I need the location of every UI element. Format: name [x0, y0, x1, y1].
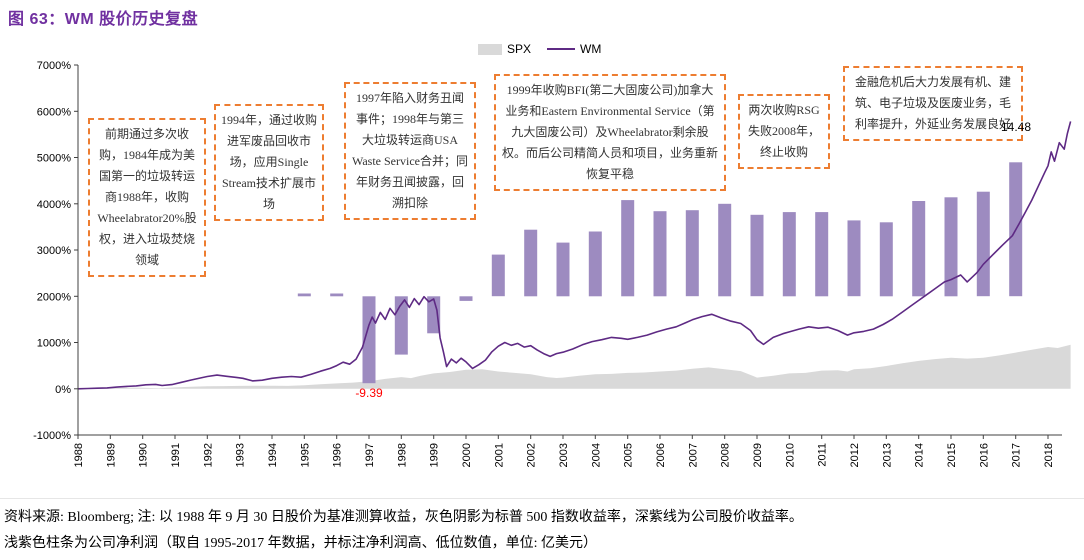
svg-text:1988: 1988	[73, 443, 85, 467]
chart-legend: SPX WM	[478, 42, 601, 56]
svg-text:2006: 2006	[655, 443, 667, 467]
bar-label-1997-low: -9.39	[355, 386, 383, 400]
svg-text:2002: 2002	[526, 443, 538, 467]
svg-text:1994: 1994	[267, 443, 279, 467]
svg-text:3000%: 3000%	[37, 245, 71, 257]
svg-text:1000%: 1000%	[37, 338, 71, 350]
source-note: 资料来源: Bloomberg; 注: 以 1988 年 9 月 30 日股价为…	[0, 498, 1084, 557]
svg-text:1997: 1997	[364, 443, 376, 467]
svg-text:5000%: 5000%	[37, 153, 71, 165]
svg-text:2013: 2013	[881, 443, 893, 467]
svg-text:1992: 1992	[202, 443, 214, 467]
svg-text:2017: 2017	[1011, 443, 1023, 467]
svg-text:2000%: 2000%	[37, 291, 71, 303]
svg-text:2009: 2009	[752, 443, 764, 467]
svg-text:1995: 1995	[299, 443, 311, 467]
svg-text:1990: 1990	[138, 443, 150, 467]
svg-text:2001: 2001	[493, 443, 505, 467]
svg-text:2015: 2015	[946, 443, 958, 467]
svg-text:2005: 2005	[623, 443, 635, 467]
annotation-box-1997-scandal: 1997年陷入财务丑闻事件；1998年与第三大垃圾转运商USA Waste Se…	[344, 82, 476, 220]
svg-text:2000: 2000	[461, 443, 473, 467]
svg-text:2014: 2014	[914, 443, 926, 467]
svg-text:2008: 2008	[720, 443, 732, 467]
source-note-line2: 浅紫色柱条为公司净利润（取自 1995-2017 年数据，并标注净利润高、低位数…	[4, 536, 598, 551]
source-note-line1: 资料来源: Bloomberg; 注: 以 1988 年 9 月 30 日股价为…	[4, 510, 803, 525]
svg-text:2016: 2016	[978, 443, 990, 467]
spx-legend-label: SPX	[507, 42, 532, 56]
wm-line-swatch-icon	[547, 48, 576, 50]
spx-area-swatch-icon	[478, 43, 502, 55]
svg-text:1991: 1991	[170, 443, 182, 467]
svg-text:-1000%: -1000%	[33, 430, 71, 442]
bar-label-2017-high: 14.48	[1000, 120, 1032, 134]
svg-text:1993: 1993	[235, 443, 247, 467]
svg-text:4000%: 4000%	[37, 199, 71, 211]
annotation-box-post-crisis: 金融危机后大力发展有机、建筑、电子垃圾及医废业务，毛利率提升，外延业务发展良好	[843, 66, 1023, 141]
svg-text:2018: 2018	[1043, 443, 1055, 467]
chart-area: -1000% 0% 1000% 2000% 3000% 4000% 5000% 6000% 70…	[0, 30, 1084, 498]
svg-text:2011: 2011	[817, 443, 829, 467]
svg-text:1998: 1998	[396, 443, 408, 467]
svg-text:2004: 2004	[590, 443, 602, 467]
annotation-box-1999-bfi: 1999年收购BFI(第二大固废公司)加拿大业务和Eastern Environ…	[494, 74, 726, 191]
annotation-box-rsg-failure: 两次收购RSG失败2008年，终止收购	[738, 94, 830, 169]
wm-legend-label: WM	[580, 42, 602, 56]
svg-text:1989: 1989	[105, 443, 117, 467]
svg-text:2012: 2012	[849, 443, 861, 467]
svg-text:2003: 2003	[558, 443, 570, 467]
svg-text:2010: 2010	[784, 443, 796, 467]
svg-text:7000%: 7000%	[37, 60, 71, 72]
svg-text:2007: 2007	[687, 443, 699, 467]
annotation-box-1994-recycling: 1994年，通过收购进军废品回收市场，应用Single Stream技术扩展市场	[214, 104, 324, 221]
svg-text:1999: 1999	[429, 443, 441, 467]
chart-svg: -1000% 0% 1000% 2000% 3000% 4000% 5000% 6000% 70…	[33, 60, 1072, 467]
svg-text:1996: 1996	[332, 443, 344, 467]
svg-text:0%: 0%	[55, 384, 71, 396]
page-title: 图 63：WM 股价历史复盘	[8, 11, 199, 28]
annotation-box-acquisitions-1984: 前期通过多次收购，1984年成为美国第一的垃圾转运商1988年，收购Wheela…	[88, 118, 206, 277]
svg-text:6000%: 6000%	[37, 106, 71, 118]
